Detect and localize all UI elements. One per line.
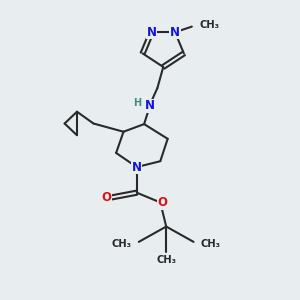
Text: CH₃: CH₃ <box>112 239 131 249</box>
Text: CH₃: CH₃ <box>200 20 220 30</box>
Text: N: N <box>146 26 157 39</box>
Text: CH₃: CH₃ <box>201 239 221 249</box>
Text: O: O <box>158 196 168 209</box>
Text: O: O <box>102 191 112 204</box>
Text: CH₃: CH₃ <box>156 255 176 265</box>
Text: N: N <box>132 160 142 174</box>
Text: N: N <box>170 26 180 39</box>
Text: N: N <box>144 99 154 112</box>
Text: H: H <box>134 98 142 108</box>
